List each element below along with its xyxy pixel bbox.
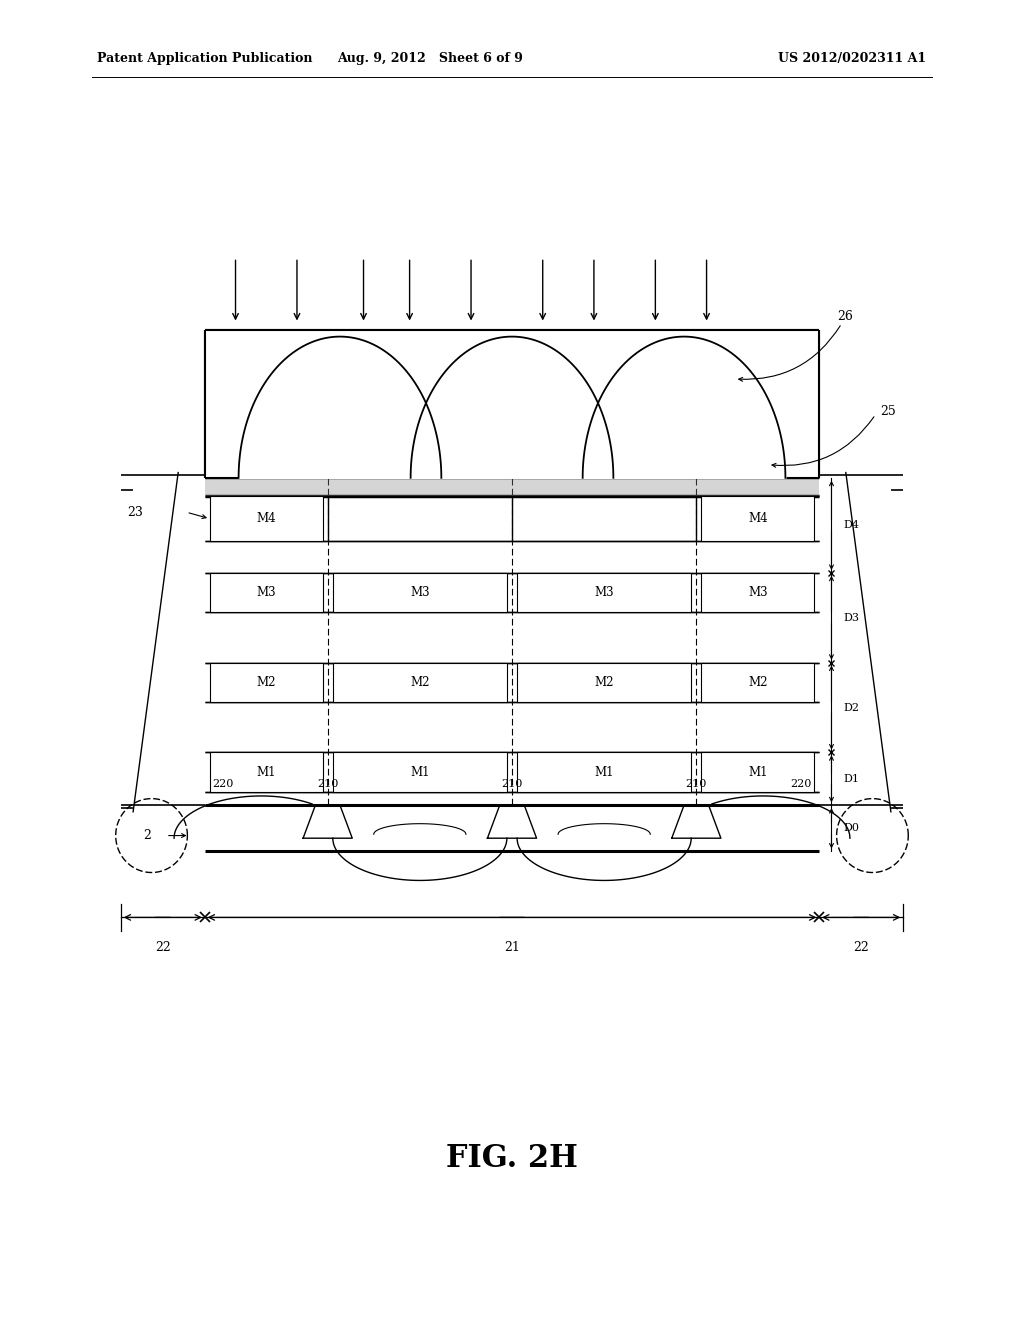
- Text: Patent Application Publication: Patent Application Publication: [97, 51, 312, 65]
- Text: 22: 22: [853, 941, 869, 954]
- Text: D0: D0: [844, 824, 860, 833]
- Bar: [517, 752, 691, 792]
- Text: M2: M2: [594, 676, 614, 689]
- Text: M1: M1: [256, 766, 276, 779]
- Text: 25: 25: [881, 405, 896, 418]
- Bar: [210, 752, 323, 792]
- Bar: [701, 496, 814, 541]
- Bar: [701, 752, 814, 792]
- Text: FIG. 2H: FIG. 2H: [446, 1143, 578, 1175]
- Bar: [210, 496, 323, 541]
- Bar: [205, 478, 819, 496]
- Text: 210: 210: [502, 779, 522, 789]
- Text: M2: M2: [748, 676, 768, 689]
- Bar: [205, 330, 819, 478]
- Text: D1: D1: [844, 774, 860, 784]
- Text: 210: 210: [686, 779, 707, 789]
- Bar: [333, 752, 507, 792]
- Text: 220: 220: [213, 779, 233, 789]
- Bar: [333, 663, 507, 702]
- Bar: [210, 663, 323, 702]
- Bar: [210, 573, 323, 612]
- Text: M1: M1: [410, 766, 430, 779]
- Text: M3: M3: [748, 586, 768, 599]
- Bar: [333, 573, 507, 612]
- Text: US 2012/0202311 A1: US 2012/0202311 A1: [778, 51, 927, 65]
- Text: M3: M3: [594, 586, 614, 599]
- Text: 23: 23: [127, 506, 143, 519]
- Text: M2: M2: [410, 676, 430, 689]
- Text: D3: D3: [844, 612, 860, 623]
- Text: 22: 22: [155, 941, 171, 954]
- Bar: [517, 663, 691, 702]
- Text: 21: 21: [504, 941, 520, 954]
- Text: M1: M1: [748, 766, 768, 779]
- Text: D2: D2: [844, 702, 860, 713]
- Text: 220: 220: [791, 779, 811, 789]
- Bar: [517, 573, 691, 612]
- Text: Aug. 9, 2012   Sheet 6 of 9: Aug. 9, 2012 Sheet 6 of 9: [337, 51, 523, 65]
- Text: D4: D4: [844, 520, 860, 531]
- Text: M4: M4: [256, 512, 276, 525]
- Text: M3: M3: [410, 586, 430, 599]
- Bar: [701, 573, 814, 612]
- Text: 26: 26: [838, 310, 854, 323]
- Text: M3: M3: [256, 586, 276, 599]
- Bar: [701, 663, 814, 702]
- Text: M4: M4: [748, 512, 768, 525]
- Text: 2: 2: [143, 829, 152, 842]
- Text: M2: M2: [256, 676, 276, 689]
- Text: 210: 210: [317, 779, 338, 789]
- Text: M1: M1: [594, 766, 614, 779]
